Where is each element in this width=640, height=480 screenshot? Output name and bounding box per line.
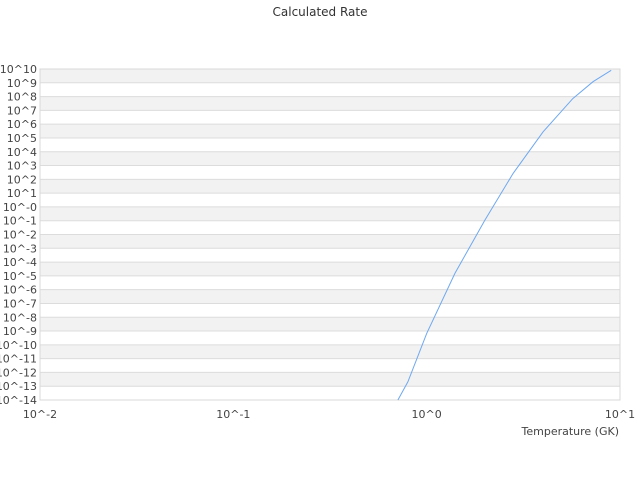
y-tick-label: 10^9 — [7, 77, 37, 90]
grid-band — [40, 317, 620, 332]
grid-band — [40, 372, 620, 387]
y-tick-label: 10^-1 — [3, 215, 37, 228]
x-tick-label: 10^0 — [412, 408, 442, 421]
y-tick-label: 10^-11 — [0, 353, 37, 366]
x-tick-label: 10^1 — [605, 408, 635, 421]
grid-band — [40, 69, 620, 83]
y-tick-label: 10^-0 — [3, 201, 37, 214]
grid-band — [40, 96, 620, 111]
grid-band — [40, 289, 620, 304]
y-tick-label: 10^-2 — [3, 229, 37, 242]
grid-band — [40, 262, 620, 276]
y-tick-label: 10^-4 — [3, 256, 37, 269]
y-axis-ticks: 10^1010^910^810^710^610^510^410^310^210^… — [0, 63, 37, 407]
plot-frame — [39, 68, 621, 401]
y-tick-label: 10^-9 — [3, 325, 37, 338]
y-tick-label: 10^6 — [7, 118, 37, 131]
grid-band — [40, 179, 620, 194]
y-tick-label: 10^10 — [0, 63, 37, 76]
x-axis-label: Temperature (GK) — [521, 425, 620, 438]
y-tick-label: 10^-3 — [3, 242, 37, 255]
grid-band — [40, 234, 620, 249]
y-tick-label: 10^2 — [7, 173, 37, 186]
y-tick-label: 10^5 — [7, 132, 37, 145]
y-tick-label: 10^-8 — [3, 311, 37, 324]
x-axis-ticks: 10^-2 10^-1 10^0 10^1 — [23, 408, 635, 421]
grid-band — [40, 344, 620, 359]
grid-bands — [40, 69, 620, 387]
y-tick-label: 10^1 — [7, 187, 37, 200]
grid-band — [40, 124, 620, 138]
y-tick-label: 10^-13 — [0, 380, 37, 393]
y-tick-label: 10^7 — [7, 104, 37, 117]
y-tick-label: 10^8 — [7, 91, 37, 104]
y-tick-label: 10^-6 — [3, 284, 37, 297]
chart-title: Calculated Rate — [273, 5, 368, 19]
grid-band — [40, 206, 620, 221]
y-tick-label: 10^4 — [7, 146, 37, 159]
grid-band — [40, 151, 620, 166]
y-tick-label: 10^-12 — [0, 366, 37, 379]
y-tick-label: 10^-5 — [3, 270, 37, 283]
y-tick-label: 10^3 — [7, 160, 37, 173]
x-tick-label: 10^-2 — [23, 408, 57, 421]
y-tick-label: 10^-7 — [3, 297, 37, 310]
y-tick-label: 10^-14 — [0, 394, 37, 407]
x-tick-label: 10^-1 — [216, 408, 250, 421]
series-line — [397, 69, 612, 401]
y-tick-label: 10^-10 — [0, 339, 37, 352]
